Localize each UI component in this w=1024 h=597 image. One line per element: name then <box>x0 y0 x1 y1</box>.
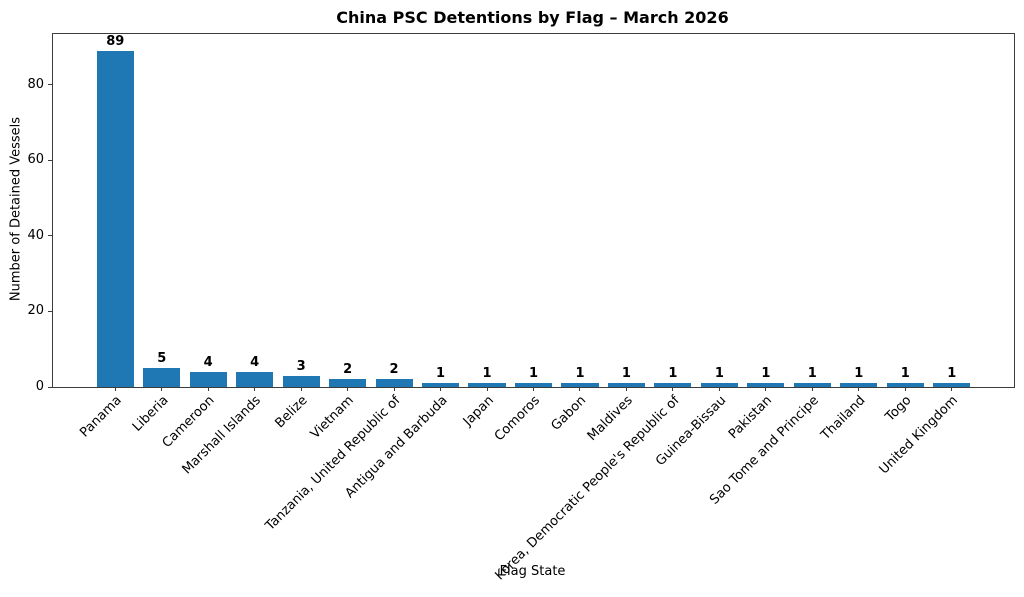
bar <box>700 383 738 387</box>
x-tick-label: Gabon <box>548 393 590 434</box>
bar-value-label: 1 <box>761 366 771 382</box>
bar-value-label: 1 <box>714 366 724 382</box>
y-axis-label: Number of Detained Vessels <box>8 116 24 302</box>
bar <box>747 383 785 387</box>
x-tick-label: Thailand <box>818 393 869 444</box>
plot-area: 0 20 40 60 80 89 5 4 4 3 2 2 1 1 1 1 1 1 1 1 1 1 1 1 <box>27 33 1015 394</box>
bar-value-label: 1 <box>575 366 585 382</box>
bar <box>607 383 646 387</box>
y-tick <box>48 235 52 237</box>
y-tick <box>48 159 52 161</box>
x-tick-labels-layer: Panama Liberia Cameroon Marshall Islands Bel… <box>52 387 1013 583</box>
bar-value-label: 1 <box>436 366 446 382</box>
bar-value-label: 89 <box>106 33 125 49</box>
bar <box>375 379 413 387</box>
bar <box>468 383 506 387</box>
bar <box>840 383 878 387</box>
chart-title: China PSC Detentions by Flag – March 202… <box>336 8 729 27</box>
bar <box>933 383 971 387</box>
y-tick <box>48 386 52 388</box>
x-tick <box>533 387 534 391</box>
x-tick-label: Togo <box>883 393 915 425</box>
x-tick <box>718 387 720 391</box>
bar <box>421 383 460 387</box>
x-tick <box>486 387 488 391</box>
bar-value-label: 1 <box>900 366 910 382</box>
bar <box>282 375 320 387</box>
x-tick <box>254 387 256 391</box>
bar <box>329 379 367 387</box>
bar <box>514 383 553 387</box>
x-tick <box>858 387 860 391</box>
bar <box>654 383 692 387</box>
bar-value-label: 2 <box>389 362 399 378</box>
x-tick <box>579 387 581 391</box>
y-tick-label: 80 <box>27 76 44 92</box>
x-tick <box>393 387 395 391</box>
y-tick-label: 40 <box>27 227 44 243</box>
bar <box>561 383 599 387</box>
bar <box>143 368 181 387</box>
bar-value-label: 1 <box>807 366 817 382</box>
bar <box>886 383 924 387</box>
x-tick <box>765 387 767 391</box>
x-tick <box>672 387 674 391</box>
x-tick <box>625 387 627 391</box>
x-tick-label: Panama <box>77 393 125 441</box>
x-axis-label: Flag State <box>499 564 566 579</box>
y-tick-label: 0 <box>35 379 44 394</box>
y-tick-label: 60 <box>27 152 44 168</box>
x-tick <box>161 387 163 391</box>
bar <box>96 50 134 387</box>
bar <box>189 371 227 387</box>
y-tick <box>48 84 52 86</box>
bar-value-label: 2 <box>343 362 353 378</box>
bar-value-label: 1 <box>621 366 631 382</box>
x-tick <box>440 387 442 391</box>
x-tick-label: Liberia <box>129 393 172 435</box>
bar-value-label: 5 <box>157 351 167 367</box>
x-tick <box>904 387 906 391</box>
bar-value-label: 1 <box>668 366 678 382</box>
bar-value-label: 4 <box>250 354 260 370</box>
bar-value-label: 4 <box>203 354 213 370</box>
bar <box>793 383 831 387</box>
x-tick-label: Comoros <box>491 393 544 445</box>
x-tick <box>347 387 349 391</box>
y-tick <box>48 310 52 312</box>
bar-value-label: 1 <box>947 366 957 382</box>
x-tick-label: Belize <box>272 393 311 432</box>
x-tick <box>811 387 813 391</box>
bar-value-label: 3 <box>296 358 306 374</box>
x-tick <box>207 387 209 391</box>
x-tick-label: Japan <box>460 393 497 430</box>
bar-value-label: 1 <box>854 366 864 382</box>
x-tick <box>300 387 302 391</box>
bar-value-label: 1 <box>482 366 492 382</box>
y-tick-label: 20 <box>27 303 44 319</box>
x-tick <box>114 387 116 391</box>
bar <box>236 371 274 387</box>
x-tick <box>951 387 953 391</box>
bar-value-label: 1 <box>528 366 539 382</box>
